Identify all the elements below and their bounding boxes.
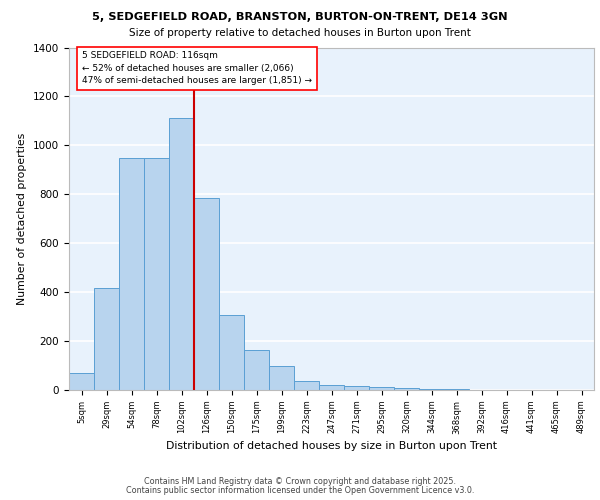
Bar: [69, 373, 94, 390]
Bar: [294, 380, 319, 390]
Bar: [369, 387, 394, 390]
Bar: [319, 384, 344, 390]
Text: 5 SEDGEFIELD ROAD: 116sqm
← 52% of detached houses are smaller (2,066)
47% of se: 5 SEDGEFIELD ROAD: 116sqm ← 52% of detac…: [82, 51, 312, 85]
Bar: [94, 288, 119, 390]
Bar: [394, 388, 419, 390]
Y-axis label: Number of detached properties: Number of detached properties: [17, 132, 28, 305]
Bar: [144, 158, 169, 390]
Bar: [119, 158, 144, 390]
Bar: [244, 350, 269, 390]
Text: 5, SEDGEFIELD ROAD, BRANSTON, BURTON-ON-TRENT, DE14 3GN: 5, SEDGEFIELD ROAD, BRANSTON, BURTON-ON-…: [92, 12, 508, 22]
X-axis label: Distribution of detached houses by size in Burton upon Trent: Distribution of detached houses by size …: [166, 440, 497, 450]
Text: Contains HM Land Registry data © Crown copyright and database right 2025.: Contains HM Land Registry data © Crown c…: [144, 477, 456, 486]
Bar: [344, 386, 369, 390]
Bar: [169, 118, 194, 390]
Bar: [269, 366, 294, 390]
Text: Size of property relative to detached houses in Burton upon Trent: Size of property relative to detached ho…: [129, 28, 471, 38]
Bar: [219, 316, 244, 390]
Bar: [194, 198, 219, 390]
Text: Contains public sector information licensed under the Open Government Licence v3: Contains public sector information licen…: [126, 486, 474, 495]
